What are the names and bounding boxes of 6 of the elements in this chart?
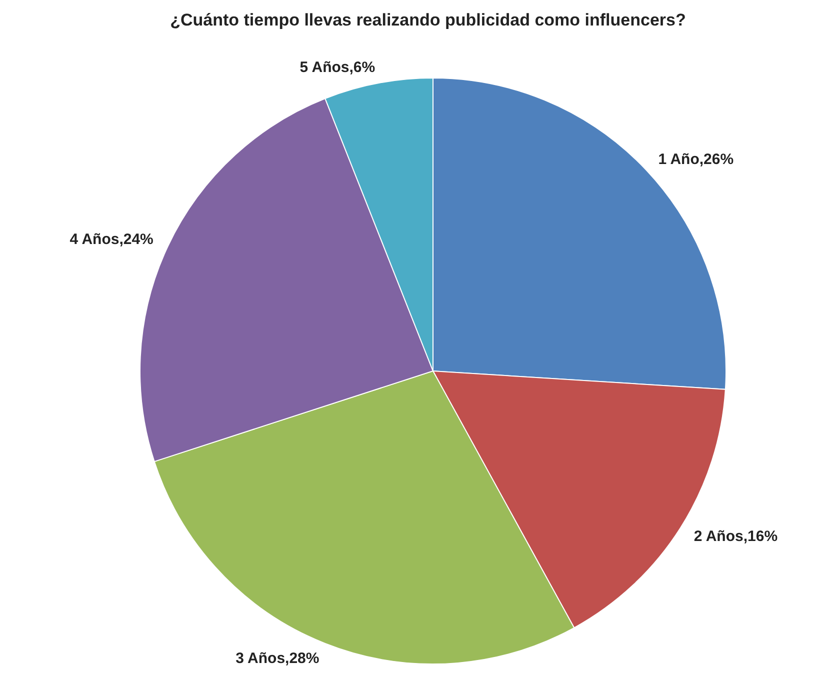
chart-title: ¿Cuánto tiempo llevas realizando publicidad como influencers? (170, 10, 686, 30)
slice-label: 1 Año,26% (658, 150, 734, 168)
slice-label: 2 Años,16% (694, 528, 778, 546)
slice-label: 3 Años,28% (236, 650, 320, 667)
slice-label: 5 Años,6% (300, 58, 376, 76)
slice-label: 4 Años,24% (70, 230, 154, 248)
